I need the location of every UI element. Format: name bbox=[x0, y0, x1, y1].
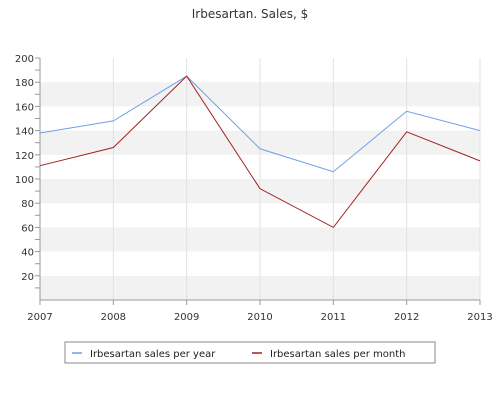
y-tick-label: 100 bbox=[15, 175, 34, 186]
x-tick-label: 2009 bbox=[174, 312, 199, 323]
series-line-2 bbox=[39, 75, 481, 229]
y-tick-label: 20 bbox=[21, 272, 34, 283]
legend-label: Irbesartan sales per year bbox=[90, 349, 216, 360]
x-tick-label: 2012 bbox=[394, 312, 419, 323]
y-tick-label: 200 bbox=[15, 54, 34, 65]
legend-label: Irbesartan sales per month bbox=[270, 349, 405, 360]
x-axis-ticks: 2007 2008 2009 2010 2011 2012 2013 bbox=[27, 300, 493, 323]
y-tick-label: 40 bbox=[21, 248, 34, 259]
x-tick-label: 2008 bbox=[101, 312, 126, 323]
x-tick-label: 2010 bbox=[247, 312, 272, 323]
chart-title: Irbesartan. Sales, $ bbox=[192, 7, 309, 21]
series-lines bbox=[39, 75, 481, 229]
y-tick-label: 180 bbox=[15, 78, 34, 89]
y-tick-label: 60 bbox=[21, 223, 34, 234]
x-tick-label: 2007 bbox=[27, 312, 52, 323]
x-tick-label: 2013 bbox=[467, 312, 492, 323]
y-axis-ticks: 20 40 60 80 100 120 140 160 180 200 bbox=[15, 54, 40, 289]
y-tick-label: 120 bbox=[15, 151, 34, 162]
y-tick-label: 160 bbox=[15, 102, 34, 113]
y-tick-label: 80 bbox=[21, 199, 34, 210]
legend-box bbox=[64, 341, 436, 364]
y-tick-label: 140 bbox=[15, 127, 34, 138]
series-line-1 bbox=[39, 75, 481, 173]
x-tick-label: 2011 bbox=[321, 312, 346, 323]
legend: Irbesartan sales per year Irbesartan sale… bbox=[64, 341, 436, 364]
